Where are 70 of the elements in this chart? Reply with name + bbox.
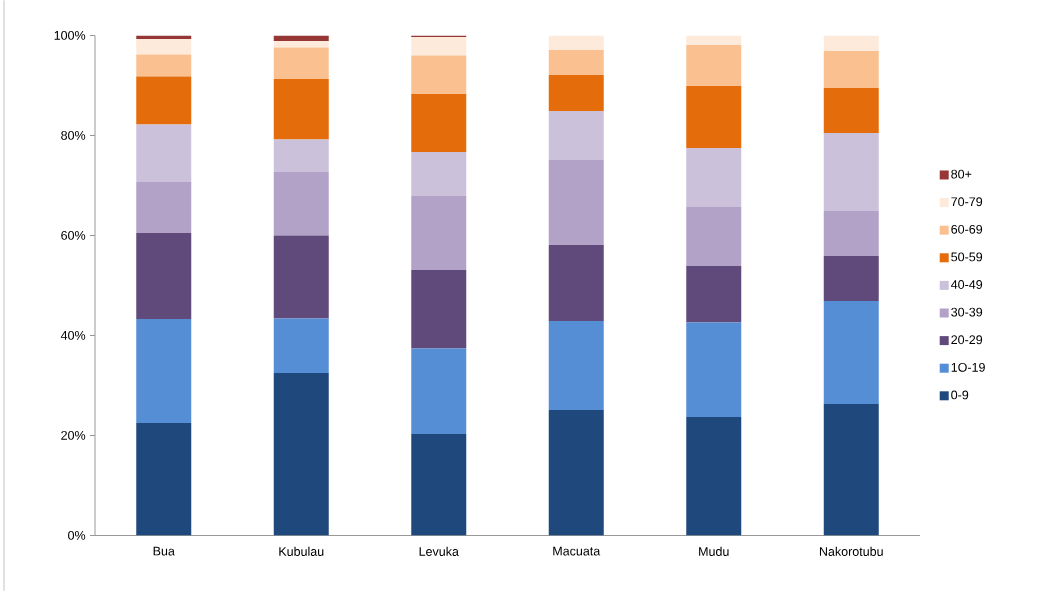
bar bbox=[686, 322, 742, 417]
legend-label: 70-79 bbox=[951, 197, 983, 206]
y-tick-label: 20% bbox=[61, 430, 86, 440]
bar bbox=[548, 74, 604, 111]
bar bbox=[411, 93, 467, 152]
bar bbox=[136, 54, 192, 77]
y-tick-label: 80% bbox=[61, 130, 86, 140]
bar bbox=[548, 244, 604, 321]
bar bbox=[273, 235, 329, 319]
bar bbox=[273, 139, 329, 172]
bar bbox=[136, 76, 192, 125]
bar bbox=[273, 78, 329, 140]
bar bbox=[273, 35, 329, 41]
bar bbox=[273, 372, 329, 536]
legend-label: 80+ bbox=[951, 169, 972, 179]
bar bbox=[411, 55, 467, 94]
x-tick-label: Kubulau bbox=[279, 546, 324, 556]
bar bbox=[686, 206, 742, 266]
bar bbox=[411, 36, 467, 56]
legend-label: 30-39 bbox=[951, 307, 983, 317]
bar bbox=[136, 318, 192, 423]
x-tick-label: Bua bbox=[153, 546, 175, 556]
x-tick-label: Nakorotubu bbox=[819, 546, 883, 556]
bar bbox=[136, 124, 192, 182]
bar bbox=[411, 433, 467, 536]
legend-label: 0-9 bbox=[951, 390, 969, 400]
bar bbox=[823, 210, 879, 256]
y-tick-label: 0% bbox=[68, 530, 86, 540]
x-tick-label: Mudu bbox=[699, 546, 729, 556]
bar bbox=[686, 85, 742, 148]
bar bbox=[823, 35, 879, 51]
bar bbox=[411, 269, 467, 349]
bar bbox=[823, 50, 879, 88]
bar bbox=[411, 151, 467, 196]
bar bbox=[823, 300, 879, 404]
bar bbox=[136, 181, 192, 233]
bar bbox=[136, 232, 192, 319]
legend-label: 20-29 bbox=[951, 335, 983, 344]
bar bbox=[548, 409, 604, 536]
bar bbox=[686, 416, 742, 536]
bar bbox=[411, 195, 467, 270]
bar bbox=[823, 403, 879, 536]
bar bbox=[823, 132, 879, 211]
bar bbox=[548, 110, 604, 160]
bar bbox=[273, 171, 329, 236]
y-tick-label: 40% bbox=[60, 330, 86, 340]
bar bbox=[686, 44, 742, 86]
bar bbox=[273, 40, 329, 48]
bar bbox=[686, 265, 742, 323]
bar bbox=[823, 255, 879, 301]
y-tick-label: 100% bbox=[54, 30, 86, 40]
bar bbox=[273, 318, 329, 373]
legend-label: 1O-19 bbox=[951, 362, 985, 372]
legend-label: 60-69 bbox=[951, 224, 983, 234]
bar bbox=[686, 35, 742, 45]
legend-label: 50-59 bbox=[951, 252, 983, 262]
bar bbox=[548, 320, 604, 410]
x-tick-label: Macuata bbox=[553, 546, 601, 556]
bar bbox=[273, 47, 329, 79]
bar bbox=[136, 38, 192, 55]
bar bbox=[548, 159, 604, 245]
x-tick-label: Levuka bbox=[419, 546, 459, 556]
y-tick-label: 60% bbox=[61, 230, 86, 240]
bar bbox=[136, 422, 192, 536]
bar bbox=[686, 147, 742, 207]
bar bbox=[823, 87, 879, 133]
bar bbox=[548, 35, 604, 50]
bar bbox=[411, 348, 467, 434]
legend-label: 40-49 bbox=[950, 279, 983, 289]
bar bbox=[548, 49, 604, 75]
